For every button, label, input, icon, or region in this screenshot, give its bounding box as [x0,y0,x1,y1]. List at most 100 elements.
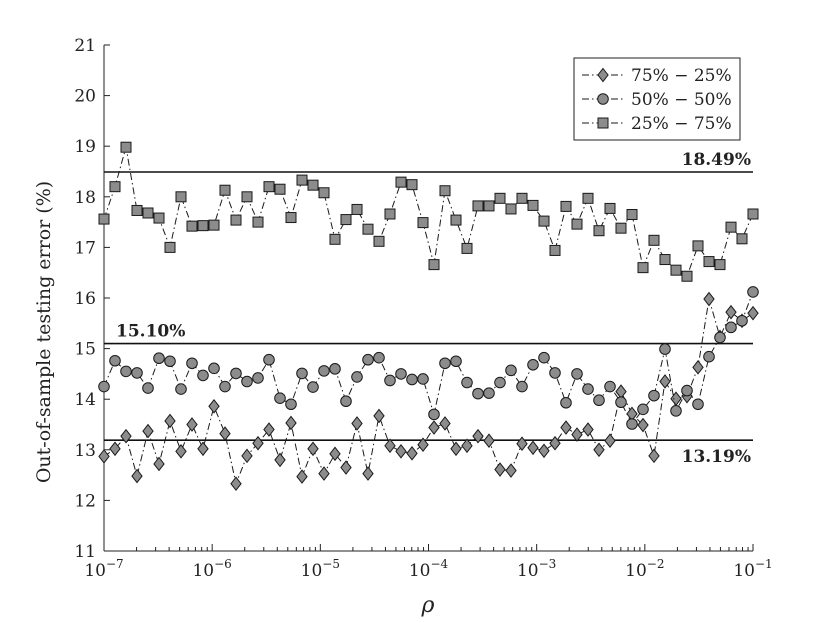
y-tick-label: 11 [74,542,96,562]
data-point-circle [439,357,451,370]
data-point-square [406,179,418,191]
data-point-diamond [659,374,671,389]
data-point-square [208,219,220,231]
data-point-square [505,203,517,215]
data-point-circle [637,403,649,416]
data-point-circle [164,355,176,368]
data-point-circle [604,380,616,393]
data-point-circle [549,367,561,379]
data-point-square [307,179,319,191]
data-point-square [736,233,748,245]
series-square [98,141,759,282]
data-point-square [153,212,165,224]
data-point-diamond [494,462,506,477]
data-point-circle [527,358,539,371]
data-point-square [340,214,352,226]
data-point-square [472,200,484,212]
data-point-circle [131,367,143,379]
series-diamond [98,291,759,492]
data-point-diamond [505,463,517,478]
series-circle [98,286,759,430]
data-point-diamond [340,460,352,475]
data-point-square [142,207,154,219]
data-point-circle [615,396,627,409]
data-point-circle [516,380,528,393]
x-tick-label: 10−2 [625,557,664,581]
data-point-square [252,216,264,228]
data-point-square [164,241,176,253]
data-point-diamond [142,423,154,439]
data-point-diamond [703,291,715,307]
data-point-square [560,200,572,212]
data-point-circle [241,375,253,388]
data-point-square [241,191,253,203]
data-point-diamond [450,441,462,457]
data-point-diamond [274,452,286,468]
data-point-circle [714,331,726,344]
data-point-circle [472,387,484,400]
legend-label: 75% − 25% [631,66,732,86]
data-point-square [318,187,330,199]
data-point-square [597,117,609,129]
data-point-circle [109,354,121,367]
data-point-diamond [373,408,385,424]
data-point-square [538,215,550,227]
y-tick-label: 21 [74,36,96,56]
data-point-square [461,242,473,254]
data-point-square [186,220,198,232]
data-point-diamond [428,420,440,435]
data-point-diamond [230,476,242,492]
data-point-diamond [483,433,495,449]
data-point-circle [120,365,132,378]
data-point-diamond [527,440,539,456]
series-line [103,291,754,425]
data-point-diamond [318,466,330,481]
data-point-circle [263,353,275,366]
data-point-square [703,256,715,268]
data-point-circle [395,368,407,380]
data-point-circle [692,398,704,411]
data-point-circle [285,398,297,411]
data-point-diamond [120,428,132,444]
data-point-diamond [615,384,627,399]
data-point-diamond [747,305,759,321]
data-point-square [439,185,451,197]
data-point-square [384,208,396,220]
data-point-square [527,199,539,211]
data-point-circle [670,405,682,417]
data-point-circle [351,371,363,383]
data-point-square [450,214,462,226]
data-point-square [219,184,231,196]
data-point-circle [560,396,572,409]
data-point-diamond [175,444,187,459]
data-point-diamond [307,441,319,457]
data-point-circle [681,384,693,397]
data-point-circle [593,394,605,407]
data-point-circle [142,382,154,394]
data-point-diamond [472,428,484,444]
data-point-circle [571,368,583,380]
data-point-diamond [362,466,374,481]
data-point-square [747,208,759,220]
data-point-diamond [692,360,704,375]
data-point-diamond [560,420,572,435]
series-line [103,147,754,277]
data-point-square [395,176,407,188]
data-point-square [659,254,671,266]
data-point-circle [153,352,165,365]
reference-line-label: 18.49% [682,150,751,170]
y-axis-label: Out-of-sample testing error (%) [33,181,55,483]
data-point-circle [736,314,748,327]
y-tick-label: 18 [74,188,96,208]
data-point-square [494,192,506,204]
data-point-square [725,221,737,233]
data-point-square [285,212,297,224]
data-point-diamond [98,449,110,464]
data-point-circle [362,353,374,366]
data-point-diamond [725,304,737,320]
y-tick-label: 15 [74,340,96,360]
data-point-circle [252,372,264,384]
data-point-circle [329,363,341,375]
data-point-circle [659,343,671,355]
